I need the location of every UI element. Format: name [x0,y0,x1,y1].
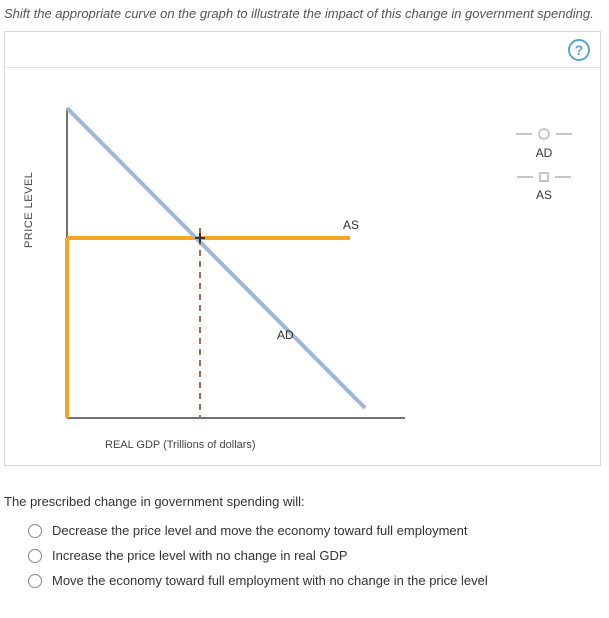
as-curve-label: AS [343,218,359,232]
legend-label-ad: AD [516,146,572,160]
intersection-marker[interactable] [195,233,205,243]
option-label: Decrease the price level and move the ec… [52,523,468,538]
option-label: Increase the price level with no change … [52,548,348,563]
legend-line-icon [556,133,572,135]
legend-line-icon [555,176,571,178]
legend-item-as[interactable] [516,172,572,182]
legend-line-icon [516,133,532,135]
question-block: The prescribed change in government spen… [4,494,605,588]
option-label: Move the economy toward full employment … [52,573,488,588]
legend-item-ad[interactable] [516,128,572,140]
legend-line-icon [517,176,533,178]
chart-area[interactable]: PRICE LEVEL REAL GDP (Trillions of dolla… [5,68,600,465]
x-axis-label: REAL GDP (Trillions of dollars) [105,439,256,451]
radio-icon [28,574,42,588]
graph-panel: ? PRICE LEVEL REAL GDP (Trillions of dol… [4,31,601,466]
option-1[interactable]: Increase the price level with no change … [28,548,605,563]
legend-square-icon [539,172,549,182]
chart-svg [5,68,602,467]
question-prompt: The prescribed change in government spen… [4,494,605,509]
legend-label-as: AS [516,188,572,202]
panel-header: ? [5,32,600,68]
y-axis-label: PRICE LEVEL [23,172,35,248]
radio-icon [28,549,42,563]
legend: AD AS [516,128,572,214]
ad-curve[interactable] [67,108,365,408]
ad-curve-label: AD [277,328,294,342]
radio-icon [28,524,42,538]
legend-circle-icon [538,128,550,140]
help-button[interactable]: ? [568,39,590,61]
instruction-text: Shift the appropriate curve on the graph… [0,0,609,31]
option-2[interactable]: Move the economy toward full employment … [28,573,605,588]
option-0[interactable]: Decrease the price level and move the ec… [28,523,605,538]
